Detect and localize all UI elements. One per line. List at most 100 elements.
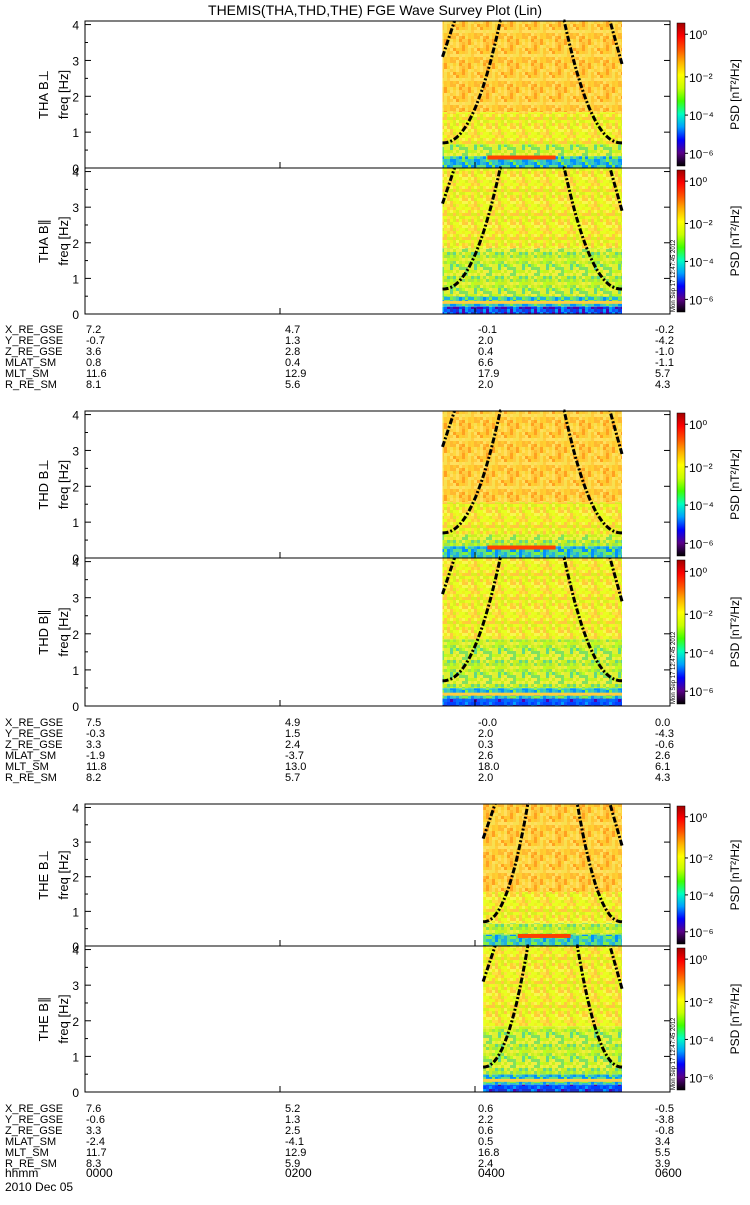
ephemeris-row-label: R_RE_SM	[5, 379, 57, 391]
y-tick-label: 4	[72, 556, 79, 570]
colorbar	[676, 169, 686, 313]
cutoff-curve-line	[608, 410, 624, 455]
cutoff-curve-line	[608, 20, 624, 65]
ephemeris-row-label: Z_RE_GSE	[5, 739, 62, 751]
ephemeris-value: -0.6	[86, 1114, 105, 1126]
ephemeris-value: 3.3	[86, 739, 101, 751]
ephemeris-value: 3.6	[86, 346, 101, 358]
y-tick-label: 1	[72, 905, 79, 919]
colorbar	[676, 559, 686, 705]
colorbar-tick-label: 10⁰	[689, 28, 707, 42]
ephemeris-value: 8.1	[86, 379, 101, 391]
y-tick-label: 2	[72, 90, 79, 104]
spectrogram-image	[442, 558, 622, 706]
cutoff-curve-line	[575, 802, 623, 924]
panel-component-label: THE B∥	[36, 997, 51, 1042]
ephemeris-value: -0.0	[478, 717, 497, 729]
time-tick-label: 0200	[285, 1166, 312, 1180]
ephemeris-row-label: Y_RE_GSE	[5, 335, 63, 347]
spectrogram-peak-band	[517, 933, 571, 938]
colorbar-tick-label: 10⁻²	[689, 71, 713, 85]
ephemeris-value: -1.0	[655, 346, 674, 358]
ephemeris-value: 16.8	[478, 1147, 499, 1159]
spectrogram-panel-the-bperp: 0 1 2 3 4 THE B⊥ freq [Hz] 10⁰ 10⁻² 10⁻⁴ 10⁻⁶ PSD […	[36, 801, 742, 954]
ephemeris-value: 0.8	[86, 357, 101, 369]
y-tick-label: 1	[72, 1050, 79, 1064]
ephemeris-value: 0.6	[478, 1103, 493, 1115]
spectrogram-panel-thd-bpar: 0 1 2 3 4 THD B∥ freq [Hz] 10⁰ 10⁻² 10⁻⁴ 10⁻⁶ PSD […	[36, 556, 742, 714]
colorbar-label: PSD [nT²/Hz]	[728, 597, 742, 668]
spectrogram-band-mid	[442, 112, 622, 145]
ephemeris-value: 2.0	[478, 379, 493, 391]
y-tick-label: 0	[72, 308, 79, 322]
ephemeris-row-label: MLT_SM	[5, 761, 49, 773]
y-tick-label: 4	[72, 801, 79, 815]
ephemeris-value: 1.5	[285, 728, 300, 740]
colorbar-tick-label: 10⁰	[689, 175, 707, 189]
ephemeris-value: -3.8	[655, 1114, 674, 1126]
ephemeris-value: 7.2	[86, 324, 101, 336]
ephemeris-value: 2.0	[478, 728, 493, 740]
ephemeris-row-label: MLT_SM	[5, 368, 49, 380]
ephemeris-row-label: MLAT_SM	[5, 1136, 56, 1148]
spectrogram-panel-tha-bpar: 0 1 2 3 4 THA B∥ freq [Hz] 10⁰ 10⁻² 10⁻⁴ 10⁻⁶ PSD […	[36, 166, 742, 322]
date-label: 2010 Dec 05	[5, 1180, 73, 1194]
colorbar-tick-label: 10⁻⁴	[689, 109, 714, 123]
time-tick-label: 0600	[655, 1166, 682, 1180]
y-tick-label: 0	[72, 940, 79, 954]
spectrogram-panel-tha-bperp: 0 1 2 3 4 THA B⊥ freq [Hz] 10⁰ 10⁻² 10⁻⁴ 10⁻⁶ PSD […	[36, 19, 742, 176]
ephemeris-table-the: X_RE_GSE 7.6 5.2 0.6 -0.5 Y_RE_GSE -0.6 1.3 2.2 -…	[5, 1103, 674, 1170]
cutoff-curves	[441, 556, 624, 683]
ephemeris-row-label: MLAT_SM	[5, 357, 56, 369]
ephemeris-value: 6.1	[655, 761, 670, 773]
panel-frame	[84, 167, 671, 315]
ephemeris-value: -4.1	[285, 1136, 304, 1148]
ephemeris-row-label: Y_RE_GSE	[5, 1114, 63, 1126]
y-tick-label: 3	[72, 54, 79, 68]
ephemeris-value: 5.9	[285, 1158, 300, 1170]
ephemeris-value: 17.9	[478, 368, 499, 380]
cutoff-curve-line	[562, 409, 622, 535]
y-tick-label: 2	[72, 871, 79, 885]
colorbar	[676, 805, 686, 945]
ephemeris-value: -4.3	[655, 728, 674, 740]
y-tick-label: 4	[72, 409, 79, 423]
ephemeris-value: -1.1	[655, 357, 674, 369]
ephemeris-value: 8.2	[86, 772, 101, 784]
cutoff-curves	[441, 409, 624, 535]
y-tick-label: 0	[72, 700, 79, 714]
timestamp-stamp: Mon Sep 17 12:47:45 2012	[671, 239, 677, 312]
ephemeris-value: 0.3	[478, 739, 493, 751]
y-tick-label: 4	[72, 944, 79, 958]
ephemeris-value: 5.7	[655, 368, 670, 380]
y-tick-label: 3	[72, 979, 79, 993]
ephemeris-value: -4.2	[655, 335, 674, 347]
ephemeris-value: -0.7	[86, 335, 105, 347]
colorbar-tick-label: 10⁻²	[689, 995, 713, 1009]
cutoff-curve-line	[482, 944, 530, 1069]
ephemeris-value: 12.9	[285, 1147, 306, 1159]
spectrogram-image	[442, 411, 622, 558]
y-axis-label: freq [Hz]	[56, 70, 71, 119]
spectrogram-harmonic-band	[442, 692, 622, 696]
ephemeris-value: 5.7	[285, 772, 300, 784]
ephemeris-value: 8.3	[86, 1158, 101, 1170]
colorbar-tick-label: 10⁻⁴	[689, 499, 714, 513]
ephemeris-value: 11.8	[86, 761, 107, 773]
spectrogram-band-high	[442, 168, 622, 249]
ephemeris-row-label: Z_RE_GSE	[5, 1125, 62, 1137]
colorbar-tick-label: 10⁻⁶	[689, 685, 714, 699]
ephemeris-value: -0.2	[655, 324, 674, 336]
colorbar-label: PSD [nT²/Hz]	[728, 840, 742, 911]
ephemeris-value: 2.5	[285, 1125, 300, 1137]
ephemeris-value: 2.2	[478, 1114, 493, 1126]
ephemeris-value: 4.7	[285, 324, 300, 336]
colorbar-tick-label: 10⁰	[689, 953, 707, 967]
y-tick-label: 1	[72, 126, 79, 140]
ephemeris-row-label: X_RE_GSE	[5, 324, 63, 336]
ephemeris-value: 0.5	[478, 1136, 493, 1148]
colorbar-tick-label: 10⁻²	[689, 608, 713, 622]
ephemeris-row-label: X_RE_GSE	[5, 717, 63, 729]
ephemeris-row-label: Y_RE_GSE	[5, 728, 63, 740]
